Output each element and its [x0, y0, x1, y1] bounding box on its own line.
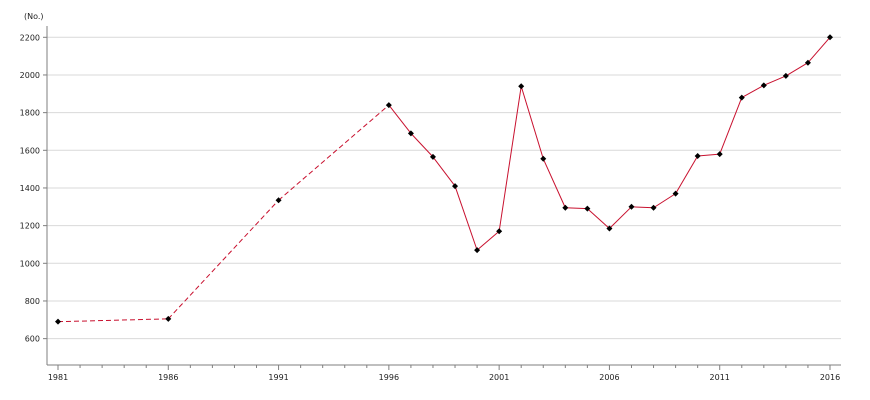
data-point [562, 204, 569, 211]
x-tick-label: 1981 [48, 373, 68, 382]
line-segment-dashed [167, 199, 279, 320]
y-tick-labels: 600 800 1000 1200 1400 1600 1800 2000 2200 [20, 33, 40, 343]
data-point [55, 318, 61, 325]
x-tick-label: 1991 [268, 373, 288, 382]
line-segment [587, 208, 610, 229]
line-segment [432, 156, 456, 187]
y-unit-label: (No.) [24, 12, 44, 21]
data-point [782, 72, 789, 79]
data-point [165, 315, 172, 322]
data-point [474, 247, 481, 254]
y-tick-label: 1600 [20, 146, 40, 155]
data-point [584, 205, 591, 212]
y-tick-label: 1000 [20, 259, 40, 268]
data-point [407, 130, 414, 137]
line-segment [388, 104, 412, 134]
gridlines [47, 36, 841, 340]
axes: (No.) [24, 12, 841, 370]
line-segment-dashed [57, 318, 169, 323]
line-segment [520, 86, 544, 159]
data-point [606, 225, 613, 232]
y-tick-label: 1200 [20, 222, 40, 231]
series-line [57, 36, 831, 323]
y-tick-label: 1400 [20, 184, 40, 193]
data-point [650, 204, 657, 211]
data-point [827, 34, 833, 41]
data-point [385, 102, 392, 109]
x-tick-label: 2016 [820, 373, 840, 382]
x-tick-label: 2001 [489, 373, 509, 382]
x-tick-labels: 1981 1986 1991 1996 2001 2006 2011 2016 [48, 373, 840, 382]
data-point [628, 203, 635, 210]
line-segment-dashed [278, 104, 390, 201]
line-segment [454, 185, 478, 251]
line-segment [719, 97, 743, 155]
line-segment [675, 155, 699, 194]
data-point [540, 155, 547, 162]
data-point [694, 152, 701, 159]
data-point [496, 228, 503, 235]
line-segment [697, 153, 720, 157]
line-segment [653, 193, 676, 209]
data-point [275, 197, 282, 204]
line-segment [410, 133, 434, 158]
data-point [804, 59, 811, 66]
x-tick-label: 2011 [710, 373, 730, 382]
y-tick-label: 2000 [20, 71, 40, 80]
y-tick-label: 2200 [20, 33, 40, 42]
y-tick-label: 800 [25, 297, 40, 306]
data-point [518, 83, 525, 90]
data-point [716, 151, 723, 158]
y-tick-label: 1800 [20, 109, 40, 118]
line-segment [609, 206, 632, 229]
data-point [429, 153, 436, 160]
line-segment [807, 36, 831, 64]
line-segment [542, 158, 566, 208]
y-tick-label: 600 [25, 335, 40, 344]
x-tick-label: 2006 [599, 373, 619, 382]
data-point [738, 94, 745, 101]
data-point [452, 183, 459, 190]
line-segment [785, 62, 809, 77]
data-points [55, 34, 833, 325]
data-point [672, 190, 679, 197]
x-tick-label: 1996 [379, 373, 399, 382]
line-segment [741, 84, 765, 99]
x-tick-label: 1986 [158, 373, 178, 382]
line-segment [498, 86, 522, 232]
data-point [760, 82, 767, 89]
line-segment [763, 75, 787, 86]
line-segment [631, 206, 654, 209]
line-segment [565, 207, 588, 210]
line-segment [476, 230, 500, 251]
